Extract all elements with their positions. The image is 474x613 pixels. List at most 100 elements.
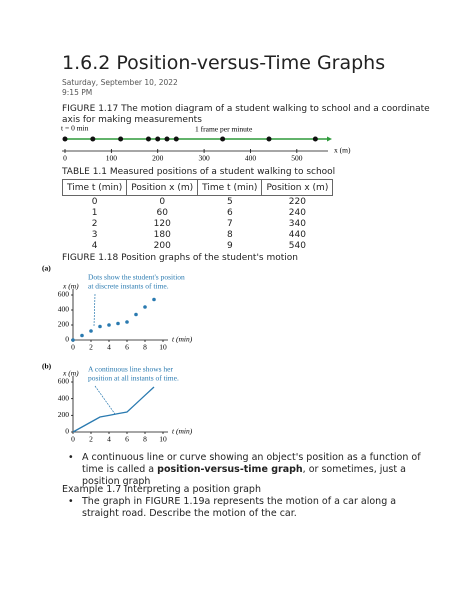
date: Saturday, September 10, 2022 <box>62 78 178 87</box>
y-tick-label: 400 <box>58 393 70 402</box>
position-dot <box>164 136 170 142</box>
y-tick-label: 400 <box>58 305 70 314</box>
data-dot <box>125 320 129 324</box>
table-cell: 60 <box>156 207 168 218</box>
table-cell: 3 <box>91 229 98 240</box>
table-row: 3 180 8 440 <box>63 229 333 240</box>
x-tick-label: 10 <box>159 435 167 444</box>
data-dot <box>116 321 120 326</box>
bullet-text: A continuous line or curve showing an ob… <box>82 452 422 488</box>
table-cell: 0 <box>91 196 98 207</box>
table-caption: TABLE 1.1 Measured positions of a studen… <box>62 167 336 177</box>
y-axis-label: x (m) <box>62 369 79 378</box>
table-cell: 440 <box>288 229 306 240</box>
x-axis-label: t (min) <box>172 335 193 344</box>
annotation-arrow <box>93 293 96 327</box>
x-tick-label: 0 <box>71 435 75 444</box>
y-tick-label: 600 <box>58 377 70 386</box>
position-dot <box>173 136 179 142</box>
tick-label: 200 <box>152 154 164 163</box>
x-tick-label: 4 <box>107 435 111 444</box>
data-dot <box>89 329 93 333</box>
arrow-head <box>327 136 332 142</box>
annotation-arrow <box>94 385 116 415</box>
table-cell: 6 <box>226 207 233 218</box>
table-cell: 0 <box>159 196 166 207</box>
x-tick-label: 6 <box>125 435 129 444</box>
data-dot <box>152 297 156 302</box>
x-axis-label: t (min) <box>172 427 193 436</box>
table-cell: 1 <box>91 207 98 218</box>
position-dot <box>145 136 151 142</box>
table-cell: 7 <box>226 218 233 229</box>
frame-label: 1 frame per minute <box>195 125 253 134</box>
y-tick-label: 0 <box>65 335 69 344</box>
start-label: t = 0 min <box>61 124 89 133</box>
motion-diagram: t = 0 min 1 frame per minute 0 100 200 300 400… <box>61 124 351 163</box>
annotation: position at all instants of time. <box>88 374 179 383</box>
table-cell: 340 <box>288 218 306 229</box>
text: A continuous line or curve showing an ob… <box>82 452 421 475</box>
time: 9:15 PM <box>62 88 93 97</box>
position-dot <box>312 136 318 142</box>
page-title: 1.6.2 Position-versus-Time Graphs <box>62 52 386 74</box>
position-line <box>72 386 155 433</box>
table-row: 2 120 7 340 <box>63 218 333 229</box>
panel-label: (b) <box>42 362 52 371</box>
bullet-mark: • <box>68 496 74 507</box>
tick-label: 500 <box>291 154 303 163</box>
position-dot <box>62 136 68 142</box>
position-dot <box>90 136 96 142</box>
data-dot <box>143 305 147 309</box>
position-dot <box>266 136 272 142</box>
y-tick-label: 200 <box>58 410 70 419</box>
x-tick-label: 2 <box>89 343 93 352</box>
table-row: 0 0 5 220 <box>63 196 333 208</box>
table-cell: 2 <box>91 218 98 229</box>
table-cell: Position x (m) <box>261 179 334 196</box>
example-title: Example 1.7 Interpreting a position grap… <box>62 484 261 495</box>
table-cell: 220 <box>288 196 306 207</box>
data-dot <box>107 323 111 327</box>
x-tick-label: 10 <box>159 343 167 352</box>
x-tick-label: 8 <box>143 343 147 352</box>
tick-label: 300 <box>198 154 210 163</box>
data-dot <box>71 338 75 342</box>
annotation: A continuous line shows her <box>88 365 173 374</box>
tick-label: 100 <box>106 154 118 163</box>
y-tick-label: 0 <box>65 427 69 436</box>
bullet-mark: • <box>68 452 74 463</box>
figure-caption: FIGURE 1.17 The motion diagram of a stud… <box>62 104 430 125</box>
y-tick-label: 200 <box>58 320 70 329</box>
axis-label: x (m) <box>334 146 351 155</box>
table-cell: 120 <box>153 218 171 229</box>
x-tick-label: 6 <box>125 343 129 352</box>
table-cell: Time t (min) <box>61 179 128 196</box>
table-cell: 5 <box>226 196 233 207</box>
tick-label: 0 <box>63 154 67 163</box>
table-row: 4 200 9 540 <box>63 240 333 251</box>
data-dot <box>80 333 84 338</box>
table-cell: 540 <box>288 240 306 251</box>
y-axis-label: x (m) <box>62 282 79 291</box>
text: , or sometimes, just a position graph <box>82 464 406 487</box>
annotation: at discrete instants of time. <box>88 282 169 291</box>
figure-caption: FIGURE 1.18 Position graphs of the stude… <box>62 253 298 263</box>
data-dot <box>134 312 138 317</box>
x-tick-label: 2 <box>89 435 93 444</box>
table-cell: 200 <box>153 240 171 251</box>
table-cell: 240 <box>288 207 306 218</box>
panel-label: (a) <box>42 264 51 273</box>
position-dot <box>220 136 226 142</box>
x-tick-label: 8 <box>143 435 147 444</box>
bold-term: position-versus-time graph <box>157 464 303 475</box>
table-cell: 8 <box>226 229 233 240</box>
y-tick-label: 600 <box>58 290 70 299</box>
table-cell: 4 <box>91 240 98 251</box>
x-tick-label: 4 <box>107 343 111 352</box>
data-dot <box>98 324 102 329</box>
table-cell: Time t (min) <box>197 179 263 196</box>
table-cell: 180 <box>153 229 171 240</box>
